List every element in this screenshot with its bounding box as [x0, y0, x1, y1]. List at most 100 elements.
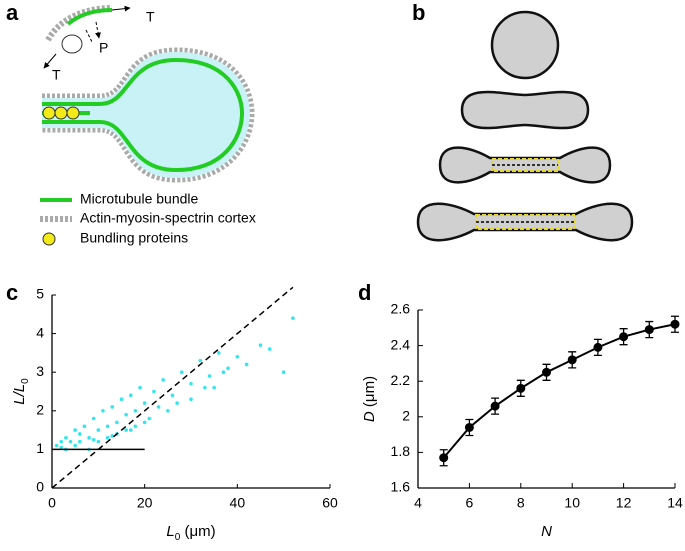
point: [644, 325, 654, 335]
axis-label-part: N: [541, 523, 552, 540]
scatter-point: [138, 385, 142, 390]
scatter-point: [198, 358, 203, 363]
x-tick-label: 12: [616, 495, 632, 511]
scatter-point: [59, 445, 64, 450]
axis-label-part: 0: [175, 532, 181, 543]
y-tick-label: 1.6: [391, 479, 411, 495]
point: [593, 342, 603, 352]
scatter-point: [291, 316, 295, 320]
point: [464, 422, 474, 432]
scatter-point: [221, 370, 226, 375]
scatter-point: [170, 393, 175, 398]
point: [567, 355, 577, 365]
legend-label: Bundling proteins: [80, 230, 188, 246]
scatter-point: [115, 420, 119, 425]
scatter-point: [235, 354, 240, 359]
axis-label: N: [541, 523, 552, 540]
shape-sequence: [416, 10, 634, 242]
y-tick-label: 2.6: [391, 301, 411, 317]
scatter-point: [96, 439, 101, 444]
scatter-point: [105, 424, 110, 429]
scatter-point: [175, 401, 179, 405]
scatter-point: [203, 385, 207, 390]
reference-line: [51, 286, 294, 489]
scatter-point: [96, 428, 101, 432]
scatter-point: [212, 385, 216, 390]
scatter-point: [166, 409, 170, 413]
tension-label: T: [52, 67, 61, 83]
y-tick-label: 0: [36, 479, 44, 495]
point: [670, 319, 680, 329]
scatter-point: [281, 370, 286, 375]
scatter-point: [133, 424, 138, 429]
x-tick-label: 0: [48, 495, 56, 511]
scatter-point: [78, 432, 82, 436]
point: [516, 383, 526, 393]
scatter-point: [189, 381, 193, 386]
scatter-point: [179, 370, 184, 375]
legend: Microtubule bundle Actin-myosin-spectrin…: [40, 191, 256, 246]
axis-label-part: (μm): [361, 376, 378, 411]
scatter-point: [128, 428, 133, 432]
scatter-point: [91, 437, 96, 442]
cell-diagram: T P T: [42, 5, 255, 183]
scatter-point: [78, 439, 82, 444]
legend-label: Actin-myosin-spectrin cortex: [80, 210, 256, 226]
point: [490, 401, 500, 411]
scatter-point: [189, 397, 193, 402]
scatter-point: [156, 405, 161, 409]
scatter-point: [87, 436, 91, 440]
y-tick-label: 2.4: [391, 336, 411, 352]
axis-label-part: (μm): [180, 523, 215, 540]
pressure-label: P: [99, 40, 108, 56]
axis-label: D (μm): [361, 376, 378, 422]
scatter-point: [64, 436, 68, 440]
y-tick-label: 2: [36, 402, 44, 418]
scatter-point: [226, 366, 230, 371]
scatter-point: [142, 420, 147, 425]
x-tick-label: 40: [230, 495, 246, 511]
y-tick-label: 5: [36, 286, 44, 302]
y-tick-label: 2.2: [391, 372, 411, 388]
axis-label-part: D: [361, 411, 378, 422]
scatter-point: [217, 351, 221, 355]
scatter-point: [54, 443, 59, 448]
scatter-point: [161, 378, 165, 382]
scatter-point: [119, 397, 124, 402]
panel-label: c: [6, 280, 18, 305]
scatter-point: [128, 393, 133, 398]
scatter-point: [267, 347, 272, 351]
axis-label-part: 0: [20, 378, 31, 384]
x-tick-label: 8: [517, 495, 525, 511]
scatter-point: [124, 428, 128, 432]
x-tick-label: 4: [414, 495, 422, 511]
scatter-point: [110, 434, 115, 438]
scatter-point: [207, 374, 212, 378]
panel-label: a: [6, 0, 19, 25]
scatter-point: [82, 424, 87, 429]
x-tick-label: 60: [322, 495, 338, 511]
scatter-point: [124, 412, 128, 417]
panel-label: d: [358, 280, 371, 305]
x-tick-label: 14: [667, 495, 683, 511]
axis-label-part: L: [166, 523, 174, 540]
point: [619, 332, 629, 342]
x-tick-label: 6: [466, 495, 474, 511]
y-tick-label: 1: [36, 440, 44, 456]
scatter-point: [91, 416, 96, 421]
line: [442, 323, 676, 459]
scatter-point: [105, 436, 110, 440]
scatter-point: [133, 409, 138, 413]
scatter-point: [258, 343, 263, 347]
scatter-point: [59, 439, 64, 444]
point: [542, 367, 551, 377]
scatter-point: [244, 362, 249, 367]
scatter-point: [68, 439, 73, 444]
panel-label: b: [412, 0, 425, 25]
point: [439, 453, 449, 463]
axis-label: L/L0: [11, 378, 31, 405]
x-tick-label: 20: [137, 495, 153, 511]
y-tick-label: 4: [36, 324, 44, 340]
scatter-point: [101, 409, 105, 413]
